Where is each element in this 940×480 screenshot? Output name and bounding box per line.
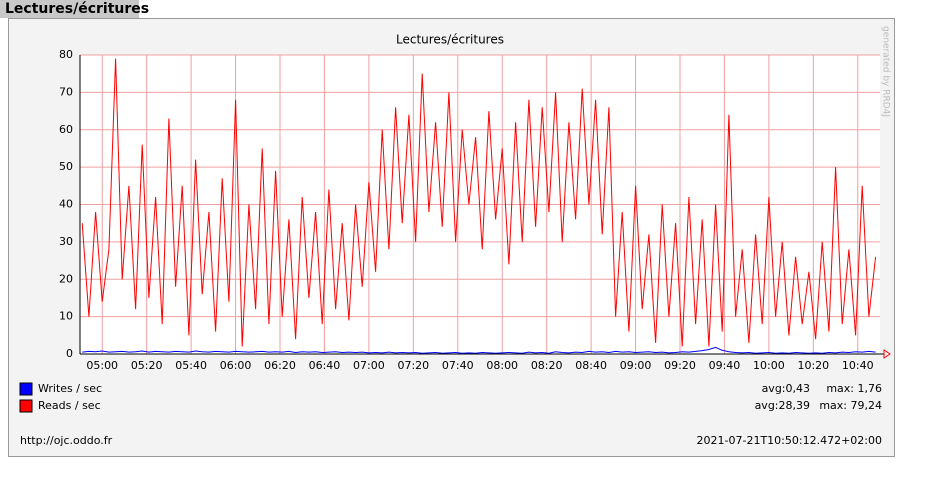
series-line <box>82 346 876 354</box>
series-line <box>81 58 877 347</box>
page-title: Lectures/écritures <box>5 1 149 17</box>
x-tick-label: 10:40 <box>842 359 874 372</box>
x-tick-label: 05:20 <box>131 359 163 372</box>
x-tick-label: 05:00 <box>86 359 118 372</box>
axis-arrow <box>883 349 891 359</box>
y-tick-label: 20 <box>59 272 73 285</box>
x-tick-label: 06:20 <box>264 359 296 372</box>
y-tick-label: 0 <box>66 347 73 360</box>
x-tick-label: 10:00 <box>753 359 785 372</box>
legend-max: max: 79,24 <box>819 399 882 412</box>
legend-max: max: 1,76 <box>826 382 882 395</box>
y-tick-label: 80 <box>59 48 73 61</box>
y-tick-label: 30 <box>59 235 73 248</box>
x-tick-label: 07:20 <box>397 359 429 372</box>
x-tick-label: 07:00 <box>353 359 385 372</box>
y-tick-label: 10 <box>59 310 73 323</box>
legend-swatch <box>19 382 33 396</box>
legend-label: Writes / sec <box>38 382 102 395</box>
x-tick-label: 06:40 <box>309 359 341 372</box>
footer-timestamp: 2021-07-21T10:50:12.472+02:00 <box>697 434 882 447</box>
x-tick-label: 08:20 <box>531 359 563 372</box>
x-tick-label: 06:00 <box>220 359 252 372</box>
y-tick-label: 70 <box>59 85 73 98</box>
x-tick-label: 05:40 <box>175 359 207 372</box>
x-tick-label: 10:20 <box>797 359 829 372</box>
x-tick-label: 09:40 <box>709 359 741 372</box>
legend-label: Reads / sec <box>38 399 101 412</box>
y-tick-label: 60 <box>59 123 73 136</box>
x-tick-label: 09:20 <box>664 359 696 372</box>
header-bar <box>0 0 139 18</box>
legend-swatch <box>19 399 33 413</box>
x-tick-label: 08:40 <box>575 359 607 372</box>
legend-avg: avg:28,39 <box>755 399 810 412</box>
x-tick-label: 08:00 <box>486 359 518 372</box>
lines <box>81 58 877 354</box>
x-tick-label: 07:40 <box>442 359 474 372</box>
footer-url: http://ojc.oddo.fr <box>20 434 113 447</box>
watermark: generated by RRD4J <box>881 26 891 117</box>
y-tick-label: 50 <box>59 160 73 173</box>
legend-avg: avg:0,43 <box>762 382 810 395</box>
chart-title: Lectures/écritures <box>396 33 504 47</box>
x-tick-label: 09:00 <box>620 359 652 372</box>
y-tick-label: 40 <box>59 198 73 211</box>
